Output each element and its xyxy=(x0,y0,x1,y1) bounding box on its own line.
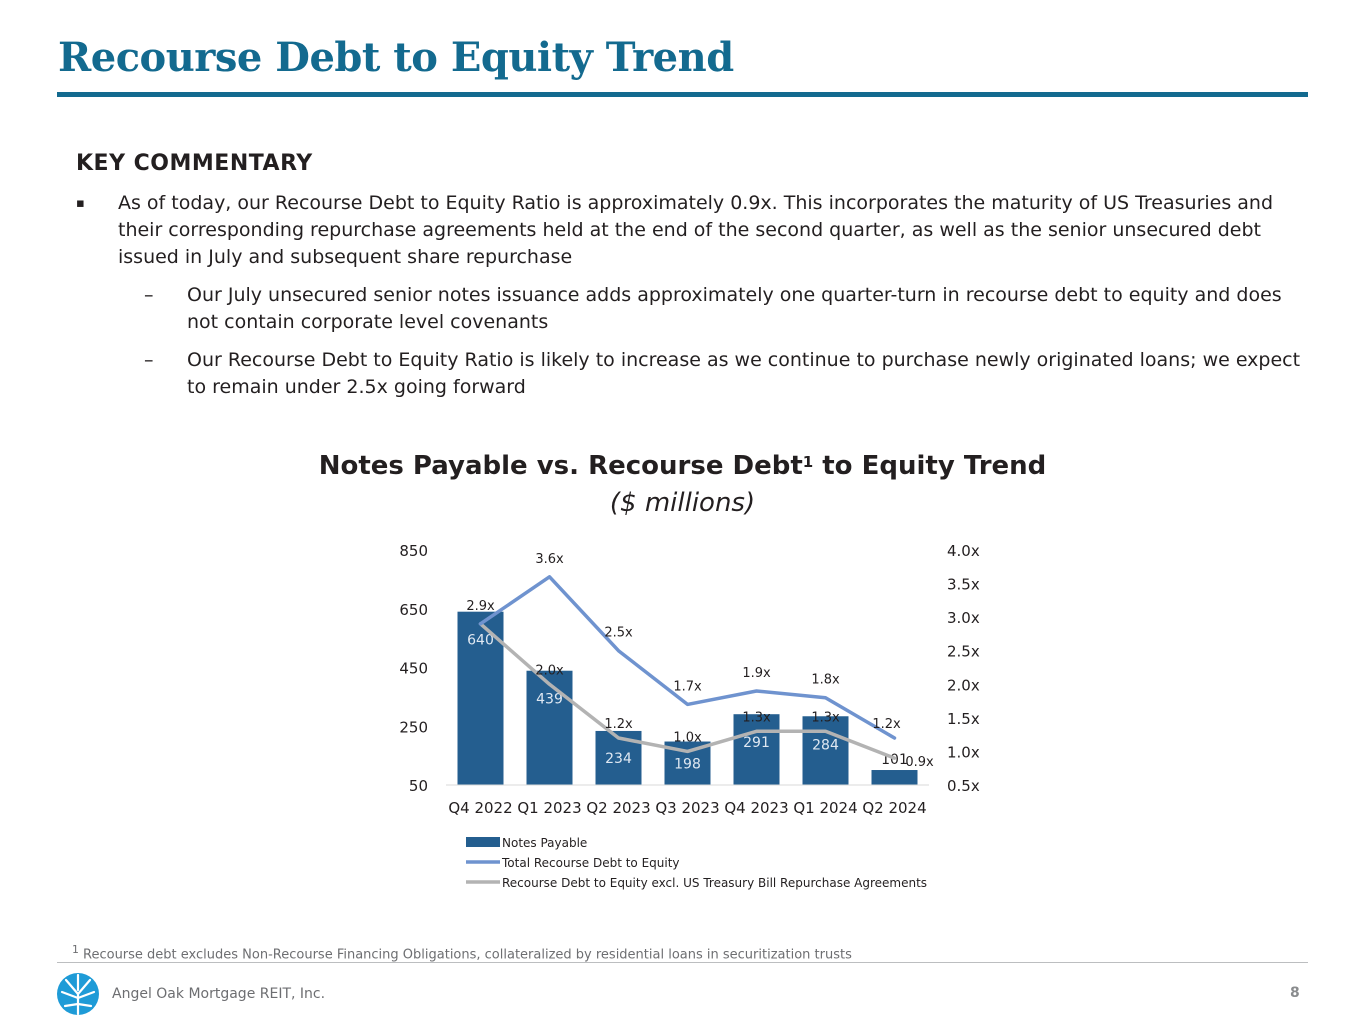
bar-value-label: 439 xyxy=(536,692,563,708)
footer-divider xyxy=(57,962,1308,963)
notes-payable-chart: 50 250 450 650 850 0.5x 1.0x 1.5x 2.0x 2.5x 3.0x 3.… xyxy=(399,542,980,890)
line-value-label: 2.5x xyxy=(604,626,633,641)
dash-marker: – xyxy=(144,349,154,371)
x-category-label: Q4 2023 xyxy=(724,799,788,817)
line-value-label: 3.6x xyxy=(535,552,564,567)
y-right-tick-label: 1.0x xyxy=(947,743,980,761)
line-value-label: 1.9x xyxy=(742,666,771,681)
section-heading: KEY COMMENTARY xyxy=(76,151,313,176)
bar-notes-payable xyxy=(526,670,573,785)
footnote-text: Recourse debt excludes Non-Recourse Fina… xyxy=(78,947,852,963)
x-category-label: Q1 2023 xyxy=(517,799,581,817)
bar-notes-payable xyxy=(733,714,780,785)
bar-value-label: 284 xyxy=(812,737,839,753)
commentary-list: ▪ As of today, our Recourse Debt to Equi… xyxy=(76,190,1316,412)
footnote-mark: 1 xyxy=(72,943,79,956)
angel-oak-logo-icon xyxy=(57,973,99,1016)
line-value-label: 0.9x xyxy=(905,755,934,770)
chart-title: Notes Payable vs. Recourse Debt1 to Equi… xyxy=(0,451,1365,481)
line-value-label: 1.3x xyxy=(811,710,840,725)
y-left-tick-label: 450 xyxy=(399,660,428,678)
chart-title-footnote-mark: 1 xyxy=(802,453,814,471)
line-value-label: 1.8x xyxy=(811,673,840,688)
line-value-label: 2.0x xyxy=(535,663,564,678)
y-right-tick-label: 3.5x xyxy=(947,576,980,594)
title-underline xyxy=(57,92,1308,97)
line-total-recourse-debt-to-equity xyxy=(478,575,897,740)
footnote: 1 Recourse debt excludes Non-Recourse Fi… xyxy=(72,943,852,962)
y-left-tick-label: 50 xyxy=(409,777,428,795)
y-right-tick-label: 1.5x xyxy=(947,710,980,728)
commentary-sub-bullet: – Our July unsecured senior notes issuan… xyxy=(76,282,1316,336)
legend-label: Notes Payable xyxy=(502,836,587,850)
page-number: 8 xyxy=(1290,985,1300,1001)
y-right-tick-label: 4.0x xyxy=(947,542,980,560)
bullet-marker: ▪ xyxy=(76,196,85,211)
x-category-label: Q1 2024 xyxy=(793,799,857,817)
bar-value-label: 291 xyxy=(743,735,770,751)
chart-title-suffix: to Equity Trend xyxy=(813,451,1047,481)
y-left-tick-label: 650 xyxy=(399,601,428,619)
bar-notes-payable xyxy=(457,611,504,785)
bar-notes-payable xyxy=(871,770,918,785)
x-category-label: Q2 2024 xyxy=(862,799,926,817)
x-category-label: Q2 2023 xyxy=(586,799,650,817)
line-value-label: 1.7x xyxy=(673,679,702,694)
company-name: Angel Oak Mortgage REIT, Inc. xyxy=(112,986,326,1002)
line-value-label: 1.2x xyxy=(872,717,901,732)
line-debt-to-equity-excl-treasury xyxy=(478,622,897,760)
bar-value-label: 640 xyxy=(467,633,494,649)
line-value-label: 1.0x xyxy=(673,730,702,745)
line-value-label: 1.3x xyxy=(742,710,771,725)
commentary-sub-bullet: – Our Recourse Debt to Equity Ratio is l… xyxy=(76,347,1316,401)
y-right-tick-label: 2.0x xyxy=(947,676,980,694)
bar-value-label: 234 xyxy=(605,751,632,767)
line-value-label: 1.2x xyxy=(604,717,633,732)
line-value-label: 2.9x xyxy=(466,599,495,614)
page-title: Recourse Debt to Equity Trend xyxy=(58,34,734,81)
y-left-tick-label: 850 xyxy=(399,542,428,560)
x-category-label: Q3 2023 xyxy=(655,799,719,817)
commentary-bullet: ▪ As of today, our Recourse Debt to Equi… xyxy=(76,190,1316,271)
y-right-tick-label: 2.5x xyxy=(947,643,980,661)
x-category-label: Q4 2022 xyxy=(448,799,512,817)
bullet-text: As of today, our Recourse Debt to Equity… xyxy=(118,192,1274,268)
bar-value-label: 198 xyxy=(674,756,701,772)
sub-bullet-text: Our July unsecured senior notes issuance… xyxy=(187,284,1282,333)
y-right-tick-label: 0.5x xyxy=(947,777,980,795)
chart-title-text: Notes Payable vs. Recourse Debt xyxy=(318,451,803,481)
chart-subtitle: ($ millions) xyxy=(609,488,756,518)
legend-swatch-notes-payable xyxy=(466,837,500,847)
legend-label: Recourse Debt to Equity excl. US Treasur… xyxy=(502,876,927,890)
y-left-tick-label: 250 xyxy=(399,718,428,736)
bar-notes-payable xyxy=(802,716,849,785)
y-right-tick-label: 3.0x xyxy=(947,609,980,627)
dash-marker: – xyxy=(144,284,154,306)
sub-bullet-text: Our Recourse Debt to Equity Ratio is lik… xyxy=(187,349,1301,398)
legend-label: Total Recourse Debt to Equity xyxy=(501,856,680,870)
